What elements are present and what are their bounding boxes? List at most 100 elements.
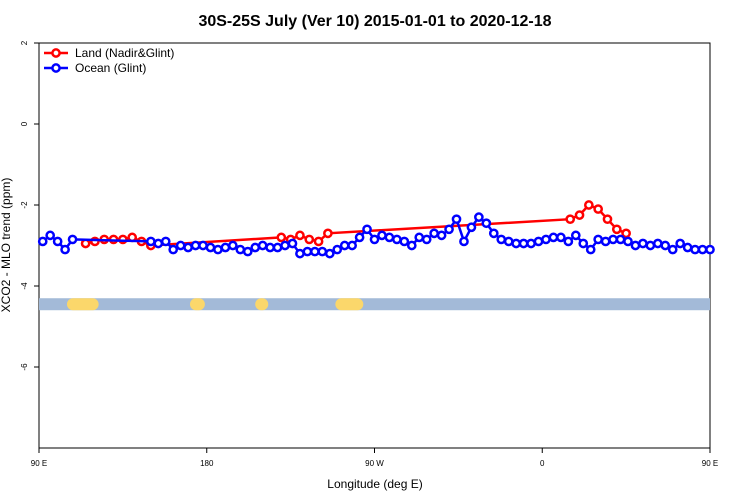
data-point <box>190 240 201 251</box>
data-point <box>611 224 622 235</box>
data-point <box>638 238 648 249</box>
legend-label: Land (Nadir&Glint) <box>75 46 174 60</box>
data-point <box>377 230 387 241</box>
surface-strip <box>39 298 710 311</box>
x-tick-label: 90 E <box>702 459 718 468</box>
data-point <box>466 222 477 233</box>
data-point <box>690 244 700 255</box>
data-point <box>578 238 589 249</box>
data-point <box>565 214 576 225</box>
data-point <box>45 230 56 241</box>
data-point <box>310 246 320 257</box>
data-point <box>205 242 216 253</box>
data-point <box>593 204 604 214</box>
data-point <box>276 232 287 243</box>
data-point <box>235 244 246 255</box>
data-point <box>585 244 596 255</box>
data-point <box>347 240 357 251</box>
data-point <box>444 224 454 235</box>
series-ocean <box>37 212 715 259</box>
legend-marker <box>51 48 61 58</box>
data-point <box>332 244 343 255</box>
data-point <box>52 236 63 247</box>
series-layer <box>37 200 715 259</box>
chart-title: 30S-25S July (Ver 10) 2015-01-01 to 2020… <box>198 13 551 30</box>
data-point <box>272 242 283 253</box>
data-point <box>429 228 439 239</box>
data-point <box>682 242 693 253</box>
data-point <box>250 242 261 253</box>
data-point <box>399 236 410 247</box>
data-point <box>511 238 522 249</box>
data-point <box>265 242 275 253</box>
data-point <box>518 238 529 249</box>
data-point <box>481 218 492 229</box>
data-point <box>168 244 179 255</box>
land-strip-segment <box>189 298 205 311</box>
data-point <box>304 234 315 245</box>
data-point <box>574 210 585 220</box>
y-tick-label: -4 <box>20 282 29 290</box>
data-point <box>257 240 268 251</box>
data-point <box>406 240 417 251</box>
x-axis: 90 E 180 90 W 0 90 E <box>31 448 718 468</box>
data-point <box>488 228 499 239</box>
data-point <box>384 232 395 243</box>
data-point <box>317 246 328 257</box>
data-point <box>369 234 380 245</box>
data-point <box>213 244 223 255</box>
data-point <box>421 234 432 245</box>
data-point <box>302 246 313 257</box>
data-point <box>313 236 324 247</box>
data-point <box>198 240 208 251</box>
data-point <box>652 238 663 249</box>
data-point <box>667 244 678 255</box>
data-point <box>548 232 559 243</box>
data-point <box>621 228 631 239</box>
y-axis: 2 0 -2 -4 -6 <box>20 40 39 371</box>
data-point <box>227 240 238 251</box>
data-point <box>459 236 469 247</box>
data-point <box>220 242 231 253</box>
data-point <box>615 234 626 245</box>
data-point <box>630 240 641 251</box>
x-tick-label: 90 E <box>31 459 47 468</box>
y-tick-label: -2 <box>20 201 29 209</box>
y-tick-label: -6 <box>20 363 29 371</box>
y-tick-label: 0 <box>20 121 29 126</box>
data-point <box>339 240 350 251</box>
data-point <box>593 234 604 245</box>
ocean-strip <box>39 298 710 311</box>
data-point <box>563 236 574 247</box>
data-point <box>414 232 425 243</box>
x-tick-label: 0 <box>540 459 545 468</box>
data-point <box>60 244 70 255</box>
data-point <box>362 224 372 235</box>
data-point <box>354 232 365 243</box>
data-point <box>295 248 305 259</box>
data-point <box>295 230 305 241</box>
y-axis-label: XCO2 - MLO trend (ppm) <box>0 178 13 313</box>
data-point <box>160 236 171 247</box>
data-point <box>436 230 447 241</box>
data-point <box>67 234 78 245</box>
data-point <box>287 238 298 249</box>
data-point <box>697 244 708 255</box>
legend-entry: Land (Nadir&Glint) <box>44 46 174 60</box>
data-point <box>602 214 613 225</box>
data-point <box>503 236 514 247</box>
data-point <box>533 236 544 247</box>
data-point <box>323 228 333 239</box>
data-point <box>145 236 156 247</box>
data-point <box>660 240 671 251</box>
data-point <box>153 238 164 249</box>
data-point <box>496 234 507 245</box>
data-point <box>183 242 193 253</box>
data-point <box>451 214 462 225</box>
legend-entry: Ocean (Glint) <box>44 61 146 75</box>
data-point <box>242 246 253 257</box>
land-strip-segment <box>255 298 269 311</box>
data-point <box>623 236 633 247</box>
data-point <box>526 238 536 249</box>
